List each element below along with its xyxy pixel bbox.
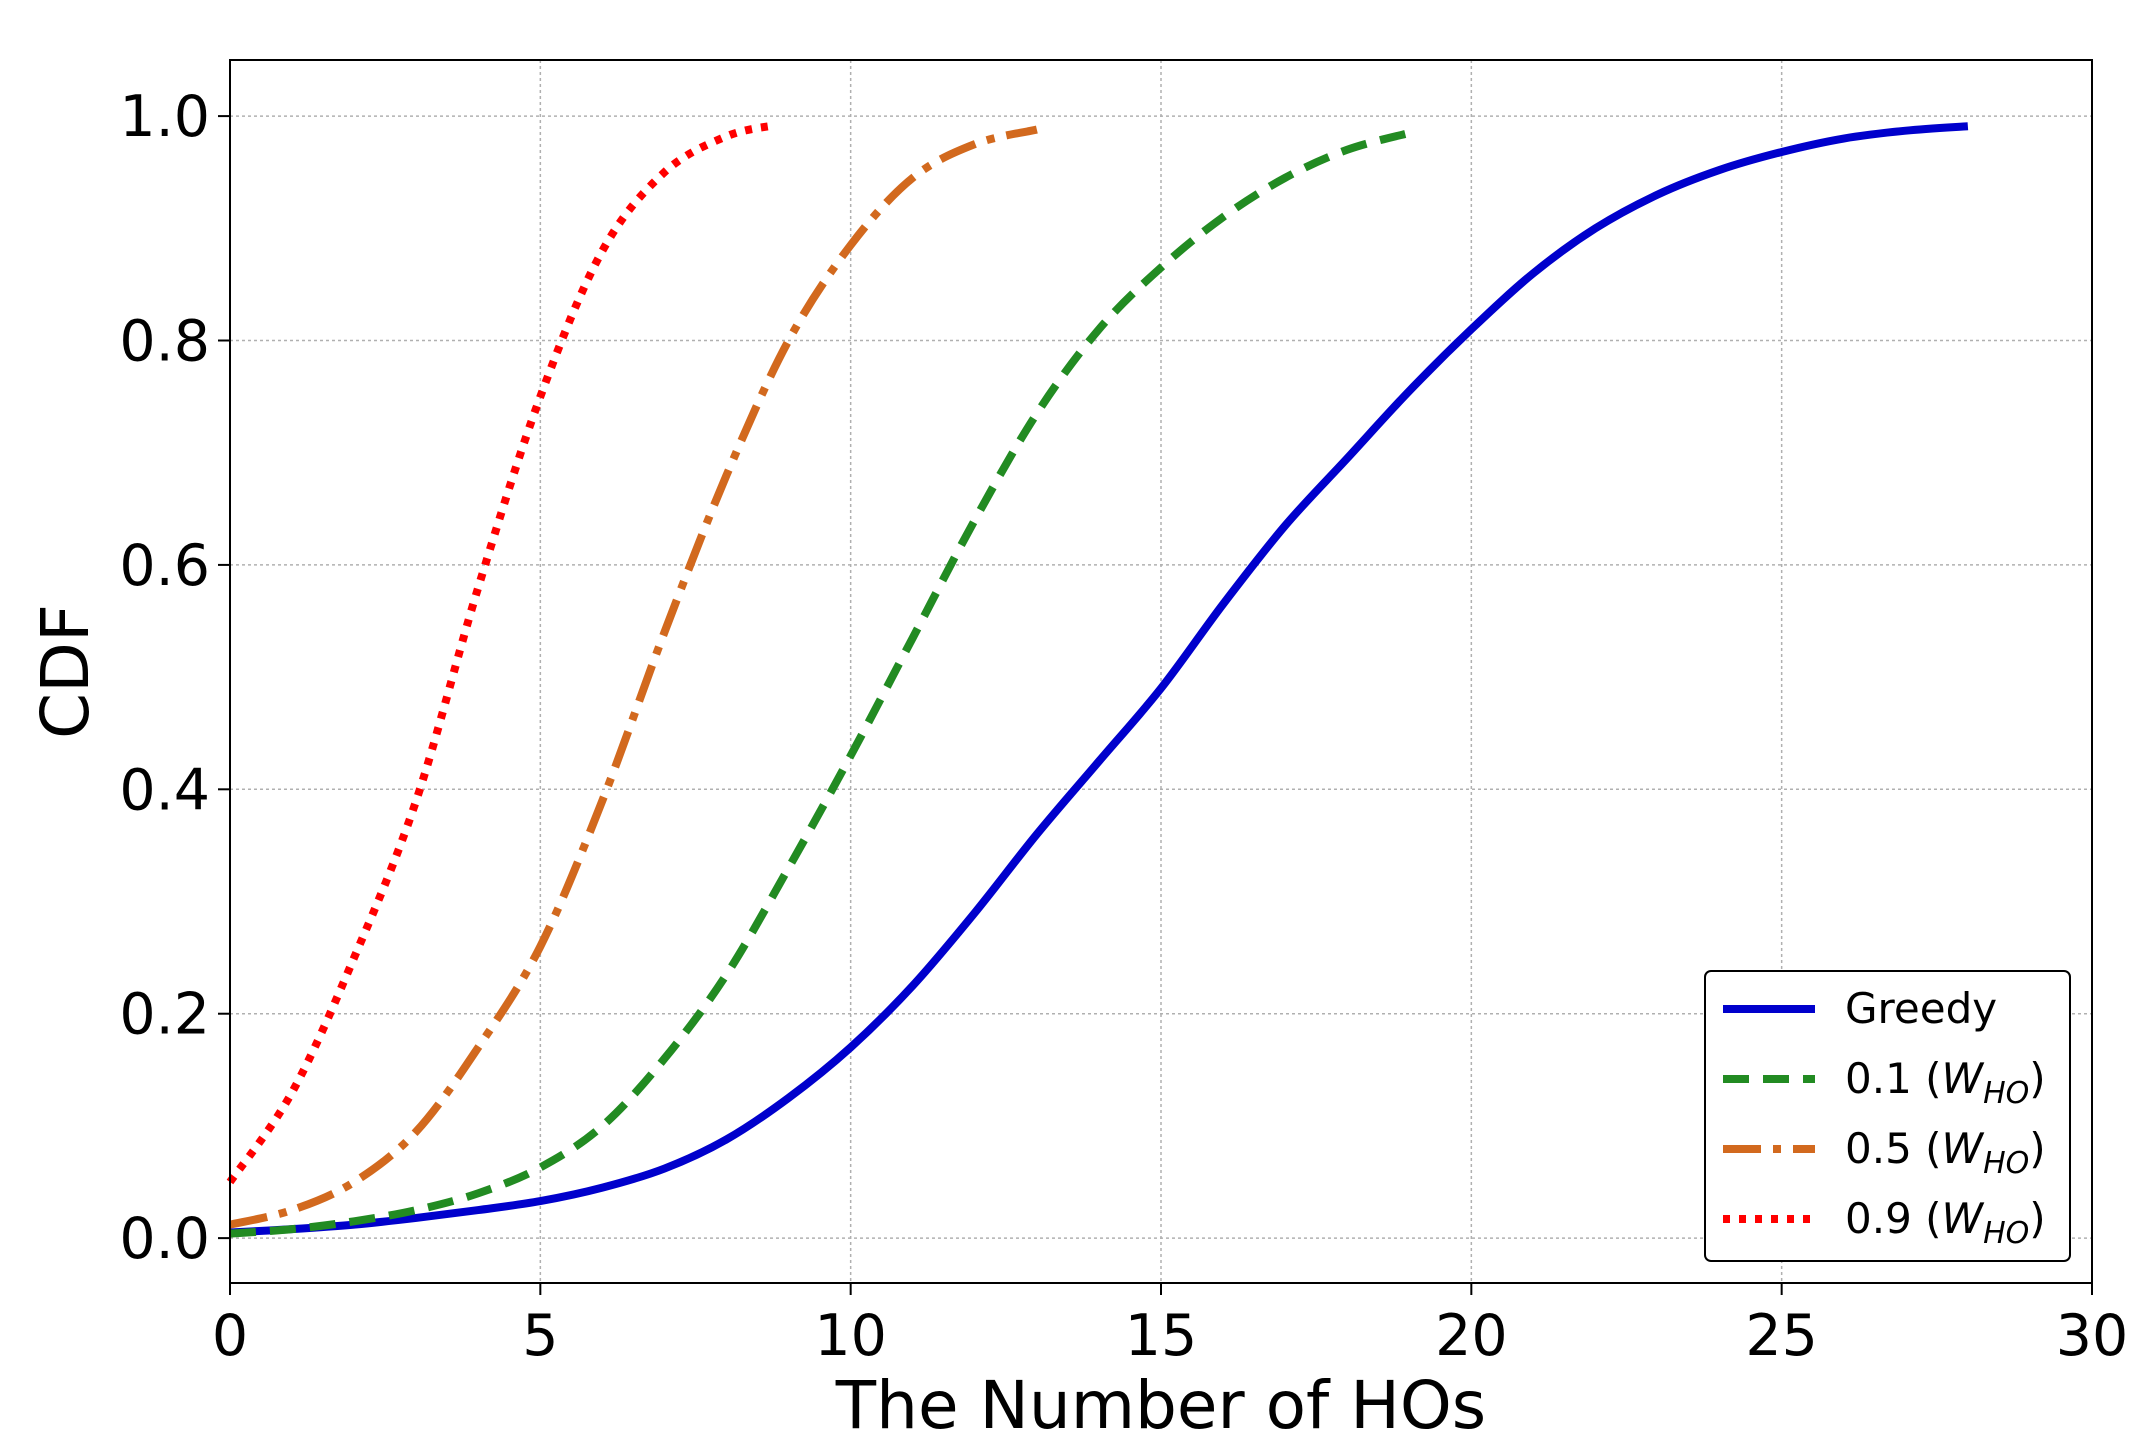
legend-label-0: Greedy bbox=[1845, 984, 1997, 1033]
legend-w-subscript: HO bbox=[1983, 1076, 2029, 1111]
legend-w-subscript: HO bbox=[1983, 1146, 2029, 1181]
legend-label-2: 0.5 (WHO) bbox=[1845, 1124, 2046, 1181]
y-tick-label: 0.8 bbox=[119, 309, 210, 375]
legend-label-close: ) bbox=[2029, 1124, 2045, 1173]
x-tick-label: 10 bbox=[814, 1303, 887, 1369]
legend-label-main: 0.9 ( bbox=[1845, 1194, 1942, 1243]
x-tick-label: 20 bbox=[1435, 1303, 1508, 1369]
legend-label-close: ) bbox=[2029, 1194, 2045, 1243]
y-tick-label: 0.2 bbox=[119, 982, 210, 1048]
x-tick-label: 25 bbox=[1745, 1303, 1818, 1369]
legend-label-main: 0.5 ( bbox=[1845, 1124, 1942, 1173]
x-tick-label: 5 bbox=[522, 1303, 558, 1369]
legend-label-main: Greedy bbox=[1845, 984, 1997, 1033]
y-tick-label: 0.6 bbox=[119, 533, 210, 599]
series-line-3 bbox=[226, 121, 778, 1185]
legend-label-close: ) bbox=[2029, 1054, 2045, 1103]
series-line-0 bbox=[229, 122, 1969, 1237]
legend-label-3: 0.9 (WHO) bbox=[1845, 1194, 2046, 1251]
series-line-2 bbox=[229, 125, 1038, 1229]
legend-w-symbol: W bbox=[1942, 1054, 1985, 1103]
x-axis-title: The Number of HOs bbox=[835, 1367, 1486, 1444]
legend-w-subscript: HO bbox=[1983, 1216, 2029, 1251]
y-axis-title: CDF bbox=[27, 604, 104, 739]
legend-label-1: 0.1 (WHO) bbox=[1845, 1054, 2046, 1111]
axis-ticks: 0 5 10 15 20 25 30 0.0 0.2 0.4 0.6 0.8 1.0 bbox=[119, 84, 2128, 1369]
grid bbox=[229, 60, 2093, 1283]
series-lines bbox=[226, 121, 1969, 1238]
legend-label-main: 0.1 ( bbox=[1845, 1054, 1942, 1103]
x-tick-label: 0 bbox=[212, 1303, 248, 1369]
x-tick-label: 15 bbox=[1125, 1303, 1198, 1369]
y-tick-label: 0.4 bbox=[119, 757, 210, 823]
series-line-1 bbox=[229, 129, 1411, 1238]
y-tick-label: 1.0 bbox=[119, 84, 210, 150]
legend-box bbox=[1704, 970, 2071, 1262]
x-tick-label: 30 bbox=[2056, 1303, 2129, 1369]
y-tick-label: 0.0 bbox=[119, 1206, 210, 1272]
legend-w-symbol: W bbox=[1942, 1194, 1985, 1243]
legend-w-symbol: W bbox=[1942, 1124, 1985, 1173]
